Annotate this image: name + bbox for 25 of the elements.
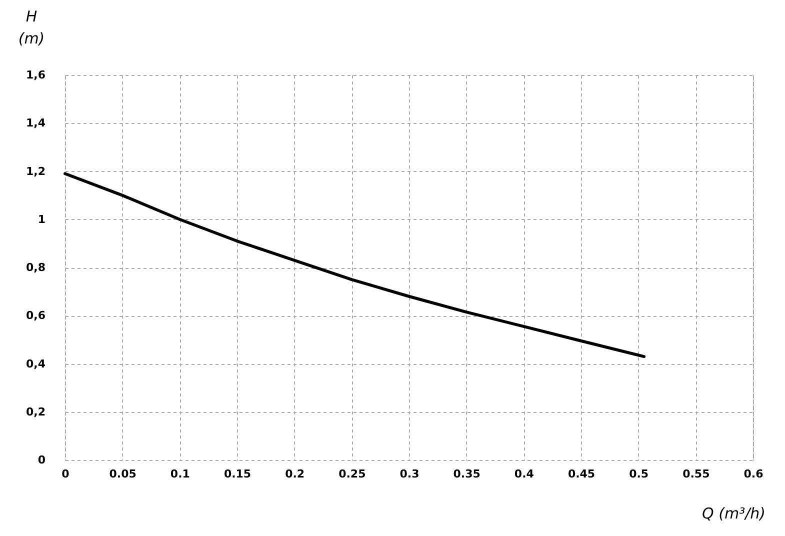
x-axis-title: Q (m³/h) bbox=[702, 504, 766, 522]
x-tick-label: 0.1 bbox=[170, 468, 190, 480]
x-tick-label: 0.45 bbox=[568, 468, 596, 480]
x-tick-label: 0.2 bbox=[285, 468, 305, 480]
y-tick-label: 1 bbox=[38, 212, 46, 226]
y-tick-label: 0 bbox=[38, 454, 46, 466]
y-tick-label: 0,2 bbox=[26, 405, 46, 418]
y-tick-label: 0,4 bbox=[26, 357, 46, 370]
y-tick-label: 1,4 bbox=[26, 116, 46, 130]
x-tick-label: 0.3 bbox=[400, 468, 420, 480]
y-tick-label: 1,2 bbox=[26, 164, 46, 178]
y-tick-label: 1,6 bbox=[26, 68, 46, 82]
x-tick-label: 0 bbox=[62, 468, 70, 480]
x-tick-label: 0.05 bbox=[109, 468, 136, 480]
x-tick-label: 0.6 bbox=[744, 468, 764, 480]
x-tick-label: 0.25 bbox=[338, 468, 366, 480]
x-tick-label: 0.55 bbox=[682, 468, 710, 480]
x-tick-label: 0.5 bbox=[629, 468, 649, 480]
line-series bbox=[64, 172, 646, 358]
x-tick-label: 0.15 bbox=[224, 468, 252, 480]
y-axis-title: H (m) bbox=[18, 8, 45, 48]
y-tick-label: 0,8 bbox=[26, 261, 46, 274]
x-tick-label: 0.35 bbox=[453, 468, 480, 480]
y-tick-label: 0,6 bbox=[26, 309, 46, 322]
x-tick-label: 0.4 bbox=[514, 468, 534, 480]
